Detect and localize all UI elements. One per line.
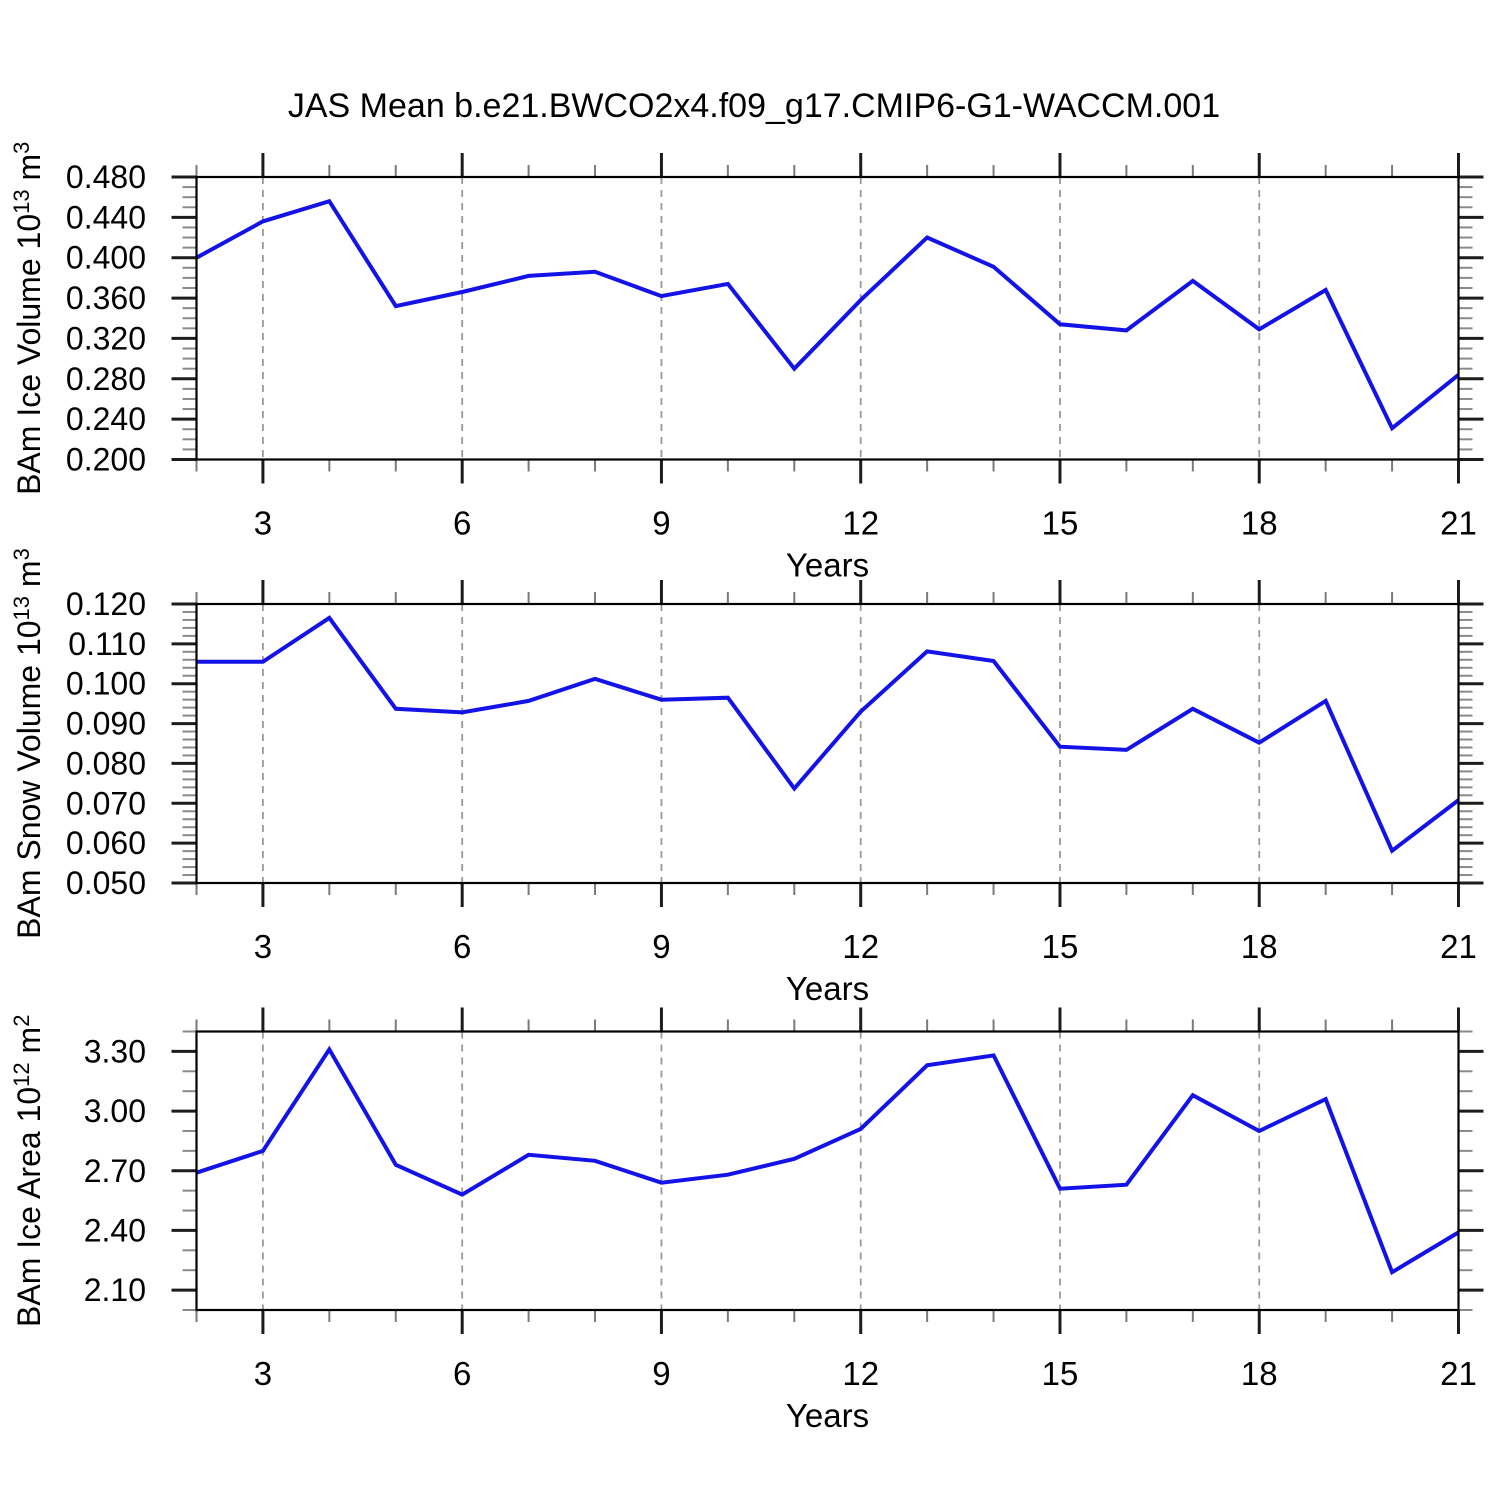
x-tick-label: 3 [254,1355,272,1392]
y-tick-label: 0.400 [66,240,146,276]
x-tick-label: 18 [1241,1355,1278,1392]
y-tick-label: 2.40 [84,1212,146,1248]
x-tick-label: 15 [1042,1355,1079,1392]
y-tick-label: 0.050 [66,865,146,901]
y-axis-title-ice-area: BAm Ice Area 1012 m2 [9,1015,47,1327]
data-line-snow-volume [196,615,1460,854]
y-tick-label: 0.200 [66,442,146,478]
y-tick-label: 0.360 [66,280,146,316]
x-tick-label: 15 [1042,928,1079,965]
y-tick-label: 3.30 [84,1033,146,1069]
y-tick-label: 0.080 [66,745,146,781]
y-tick-label: 0.090 [66,706,146,742]
x-tick-label: 21 [1440,505,1477,542]
y-tick-label: 0.320 [66,320,146,356]
y-tick-label: 2.10 [84,1272,146,1308]
x-axis-title: Years [786,970,869,1007]
y-tick-label: 0.110 [68,626,146,662]
x-tick-label: 6 [453,1355,471,1392]
y-tick-label: 0.280 [66,361,146,397]
x-tick-label: 12 [842,1355,879,1392]
x-axis-title: Years [786,1397,869,1434]
y-tick-label: 0.100 [66,666,146,702]
x-tick-label: 21 [1440,928,1477,965]
plot-frame [195,1030,1460,1312]
y-tick-label: 0.070 [66,785,146,821]
x-tick-label: 9 [652,1355,670,1392]
plot-frame [195,175,1460,461]
y-tick-label: 3.00 [84,1093,146,1129]
x-axis-title: Years [786,547,869,584]
plot-frame [195,602,1460,885]
x-tick-label: 18 [1241,928,1278,965]
chart-title: JAS Mean b.e21.BWCO2x4.f09_g17.CMIP6-G1-… [288,87,1220,125]
x-tick-label: 6 [453,505,471,542]
y-tick-label: 0.440 [66,199,146,235]
panel-ice-volume: 3 6 9 12 15 18 21 0.200 0.240 0.280 0.320 0.360 0.40… [9,142,1484,584]
x-tick-label: 12 [842,505,879,542]
x-tick-label: 9 [652,928,670,965]
y-tick-label: 0.480 [66,159,146,195]
data-line-ice-volume [195,198,1460,432]
y-tick-label: 2.70 [84,1153,146,1189]
x-tick-label: 6 [453,928,471,965]
x-tick-label: 15 [1042,505,1079,542]
y-axis-title-snow-volume: BAm Snow Volume 1013 m3 [9,548,47,939]
x-tick-label: 3 [254,505,272,542]
x-tick-label: 18 [1241,505,1278,542]
x-tick-label: 12 [842,928,879,965]
y-tick-label: 0.240 [66,401,146,437]
y-tick-label: 0.060 [66,825,146,861]
x-tick-label: 3 [254,928,272,965]
data-line-ice-area [195,1045,1460,1276]
y-tick-label: 0.120 [66,586,146,622]
panel-ice-area: 3 6 9 12 15 18 21 2.10 2.40 2.70 3.00 3.30 Years BAm … [9,1007,1484,1434]
x-tick-label: 21 [1440,1355,1477,1392]
x-tick-label: 9 [652,505,670,542]
y-axis-title-ice-volume: BAm Ice Volume 1013 m3 [9,142,47,495]
